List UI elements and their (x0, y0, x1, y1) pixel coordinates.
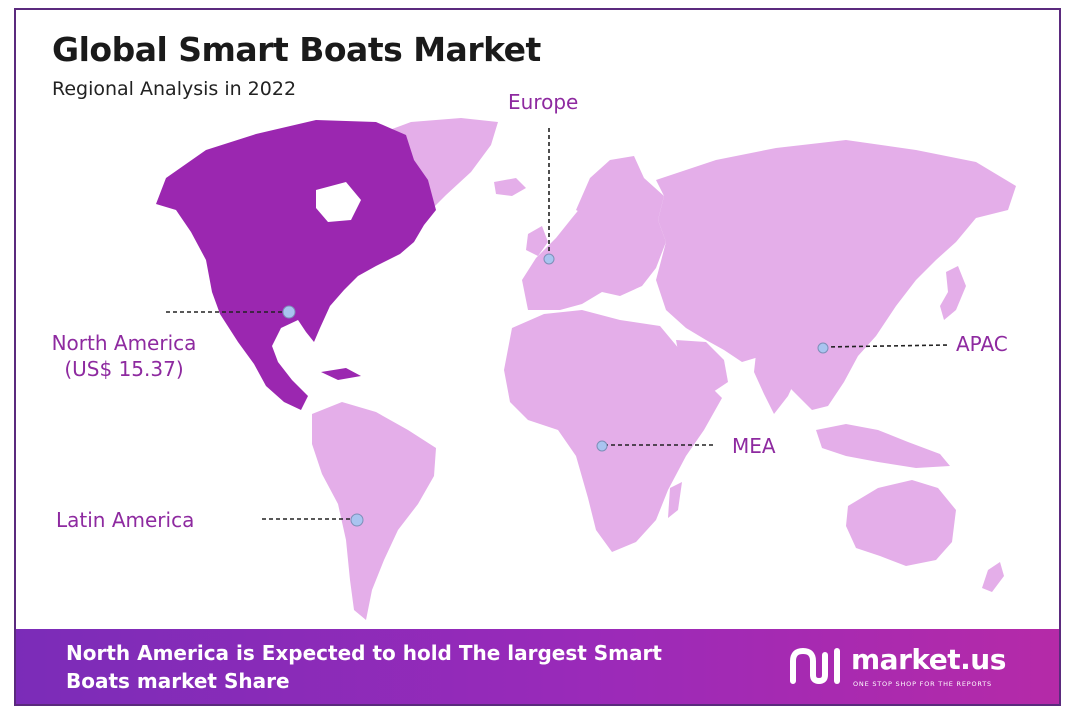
label-mea: MEA (732, 434, 776, 458)
map-africa (504, 310, 722, 552)
location-dot-icon (543, 253, 555, 265)
map-arabia (676, 340, 728, 394)
map-iceland (494, 178, 526, 196)
label-europe: Europe (508, 90, 579, 114)
map-scandinavia (576, 156, 644, 220)
footer-headline: North America is Expected to hold The la… (66, 641, 662, 693)
north-america-value: (US$ 15.37) (64, 357, 184, 381)
map-hudson-bay (316, 182, 361, 222)
map-sea-islands (816, 424, 950, 468)
footer-banner: North America is Expected to hold The la… (16, 629, 1059, 704)
infographic-frame: Global Smart Boats Market Regional Analy… (14, 8, 1061, 706)
map-north-america (156, 120, 436, 410)
map-caribbean (321, 368, 361, 380)
map-japan (940, 266, 966, 320)
brand-name: market.us (851, 643, 1006, 676)
page-title: Global Smart Boats Market (52, 30, 541, 69)
map-south-america (312, 402, 436, 620)
page-subtitle: Regional Analysis in 2022 (52, 78, 297, 100)
location-dot-icon (817, 342, 829, 354)
location-dot-icon (350, 513, 364, 527)
map-india (754, 350, 802, 414)
brand-block: market.us ONE STOP SHOP FOR THE REPORTS (789, 643, 1029, 693)
map-uk (526, 226, 548, 256)
market-us-logo-icon (790, 647, 840, 685)
world-map (156, 118, 1016, 620)
map-australia (846, 480, 956, 566)
label-apac: APAC (956, 332, 1008, 356)
map-europe (522, 178, 666, 310)
map-madagascar (668, 482, 682, 518)
north-america-name: North America (51, 331, 197, 355)
label-north-america: North America (US$ 15.37) (34, 330, 214, 382)
location-dot-icon (282, 305, 296, 319)
map-new-zealand (982, 562, 1004, 592)
map-asia (656, 140, 1016, 410)
location-dot-icon (596, 440, 608, 452)
label-latin-america: Latin America (56, 508, 195, 532)
brand-tagline: ONE STOP SHOP FOR THE REPORTS (853, 680, 992, 688)
